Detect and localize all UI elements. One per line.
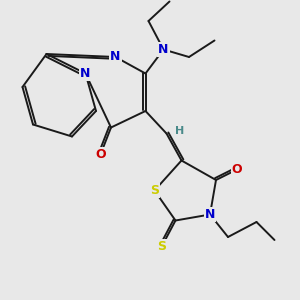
Text: S: S (150, 184, 159, 197)
Text: O: O (232, 163, 242, 176)
Text: N: N (80, 67, 91, 80)
Text: S: S (158, 239, 166, 253)
Text: H: H (176, 125, 184, 136)
Text: N: N (205, 208, 215, 221)
Text: N: N (158, 43, 169, 56)
Text: N: N (110, 50, 121, 64)
Text: O: O (95, 148, 106, 161)
